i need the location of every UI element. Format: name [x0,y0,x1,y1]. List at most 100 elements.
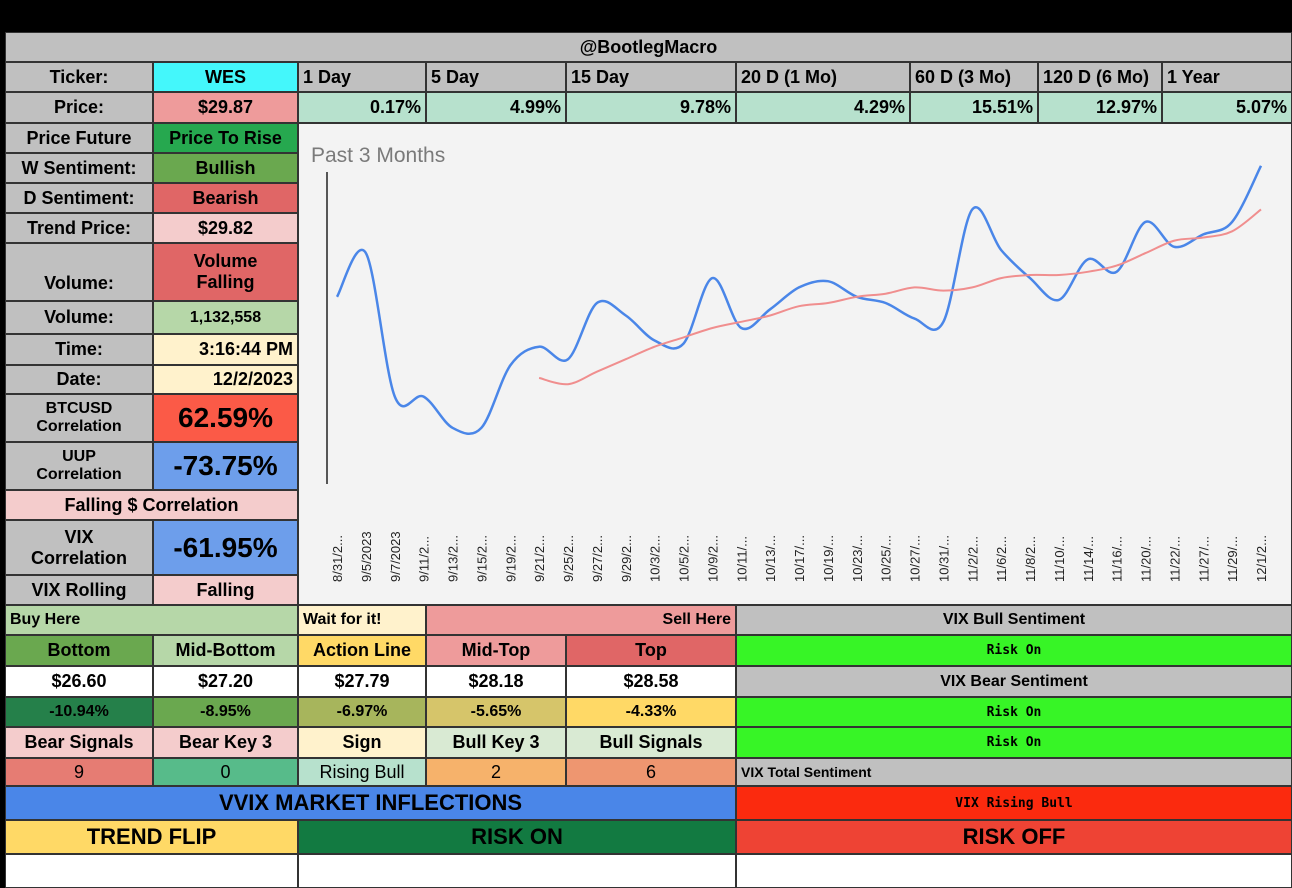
risk-on-empty [298,854,736,888]
d-sentiment-value: Bearish [153,183,298,213]
volume-trend-label: Volume: [5,243,153,301]
vvix-title: VVIX MARKET INFLECTIONS [5,786,736,820]
ticker-label: Ticker: [5,62,153,92]
vix-bull-title: VIX Bull Sentiment [736,605,1292,635]
volume-trend-line2: Falling [196,272,255,292]
x-tick-label: 9/5/2023 [359,531,374,582]
uup-corr-value: -73.75% [153,442,298,490]
chart-title: Past 3 Months [311,144,445,167]
vix-corr-label-line1: VIX [64,526,94,547]
price-chart: Past 3 Months 8/31/2... 9/5/2023 9/7/2023 9… [298,123,1292,605]
mid-top-header: Mid-Top [426,635,566,666]
bear-key3-header: Bear Key 3 [153,727,298,758]
vix-total-value: VIX Rising Bull [736,786,1292,820]
change-1d: 0.17% [298,92,426,123]
vix-total-title: VIX Total Sentiment [736,758,1292,786]
risk-off-empty [736,854,1292,888]
bear-signals-header: Bear Signals [5,727,153,758]
action-line-header: Action Line [298,635,426,666]
btc-corr-value: 62.59% [153,394,298,442]
bull-key3-value: 2 [426,758,566,786]
btc-corr-label: BTCUSD Correlation [5,394,153,442]
trend-flip: TREND FLIP [5,820,298,854]
w-sentiment-label: W Sentiment: [5,153,153,183]
date-label: Date: [5,365,153,394]
bear-signals-value: 9 [5,758,153,786]
x-tick-label: 10/5/2... [677,535,692,582]
bull-signals-header: Bull Signals [566,727,736,758]
x-tick-label: 10/27/... [908,535,923,582]
w-sentiment-value: Bullish [153,153,298,183]
vix-bear-value-1: Risk On [736,697,1292,727]
x-tick-label: 9/13/2... [446,535,461,582]
risk-on: RISK ON [298,820,736,854]
period-60d: 60 D (3 Mo) [910,62,1038,92]
uup-corr-label-line2: Correlation [36,466,122,483]
mid-top-pct: -5.65% [426,697,566,727]
bottom-price: $26.60 [5,666,153,697]
mid-bottom-price: $27.20 [153,666,298,697]
x-tick-label: 11/2/2... [965,536,980,582]
d-sentiment-label: D Sentiment: [5,183,153,213]
change-15d: 9.78% [566,92,736,123]
buy-here-label: Buy Here [5,605,298,635]
price-label: Price: [5,92,153,123]
volume-trend-value: Volume Falling [153,243,298,301]
top-header: Top [566,635,736,666]
x-tick-label: 11/29/... [1225,536,1240,582]
period-1d: 1 Day [298,62,426,92]
x-tick-label: 11/6/2... [994,536,1009,582]
mid-bottom-pct: -8.95% [153,697,298,727]
vix-rolling-label: VIX Rolling [5,575,153,605]
x-tick-label: 9/27/2... [590,535,605,582]
x-tick-label: 10/9/2... [705,535,720,582]
x-tick-label: 11/10/... [1052,536,1067,582]
vix-bear-title: VIX Bear Sentiment [736,666,1292,697]
sign-value: Rising Bull [298,758,426,786]
action-line-pct: -6.97% [298,697,426,727]
period-5d: 5 Day [426,62,566,92]
period-1y: 1 Year [1162,62,1292,92]
change-1y: 5.07% [1162,92,1292,123]
change-5d: 4.99% [426,92,566,123]
time-value: 3:16:44 PM [153,334,298,365]
x-tick-label: 10/13/... [763,535,778,582]
top-price: $28.58 [566,666,736,697]
volume-label: Volume: [5,301,153,334]
period-120d: 120 D (6 Mo) [1038,62,1162,92]
btc-corr-label-line2: Correlation [36,418,122,435]
vix-rolling-value: Falling [153,575,298,605]
header-title: @BootlegMacro [5,32,1292,62]
sell-here-label: Sell Here [426,605,736,635]
mid-top-price: $28.18 [426,666,566,697]
x-tick-label: 8/31/2... [330,535,345,582]
x-tick-label: 9/29/2... [619,535,634,582]
sign-header: Sign [298,727,426,758]
volume-trend-label-text: Volume: [44,273,114,293]
falling-dollar-correlation: Falling $ Correlation [5,490,298,520]
volume-trend-line1: Volume [193,251,258,272]
wait-label: Wait for it! [298,605,426,635]
x-tick-label: 9/21/2... [532,535,547,582]
x-tick-label: 9/25/2... [561,535,576,582]
trend-price-value: $29.82 [153,213,298,243]
x-tick-label: 9/19/2... [503,535,518,582]
top-pct: -4.33% [566,697,736,727]
series-line-1 [335,165,1263,435]
x-tick-label: 11/16/... [1110,536,1125,582]
vix-bull-value: Risk On [736,635,1292,666]
risk-off: RISK OFF [736,820,1292,854]
btc-corr-label-line1: BTCUSD [45,399,113,417]
x-tick-labels: 8/31/2... 9/5/2023 9/7/2023 9/11/2... 9/13/2… [330,531,1269,582]
x-tick-label: 10/11/... [734,536,749,582]
price-future-label: Price Future [5,123,153,153]
period-20d: 20 D (1 Mo) [736,62,910,92]
uup-corr-label: UUP Correlation [5,442,153,490]
period-15d: 15 Day [566,62,736,92]
bull-signals-value: 6 [566,758,736,786]
vix-bear-value-2: Risk On [736,727,1292,758]
price-future-value: Price To Rise [153,123,298,153]
date-value: 12/2/2023 [153,365,298,394]
vix-corr-value: -61.95% [153,520,298,575]
bottom-pct: -10.94% [5,697,153,727]
